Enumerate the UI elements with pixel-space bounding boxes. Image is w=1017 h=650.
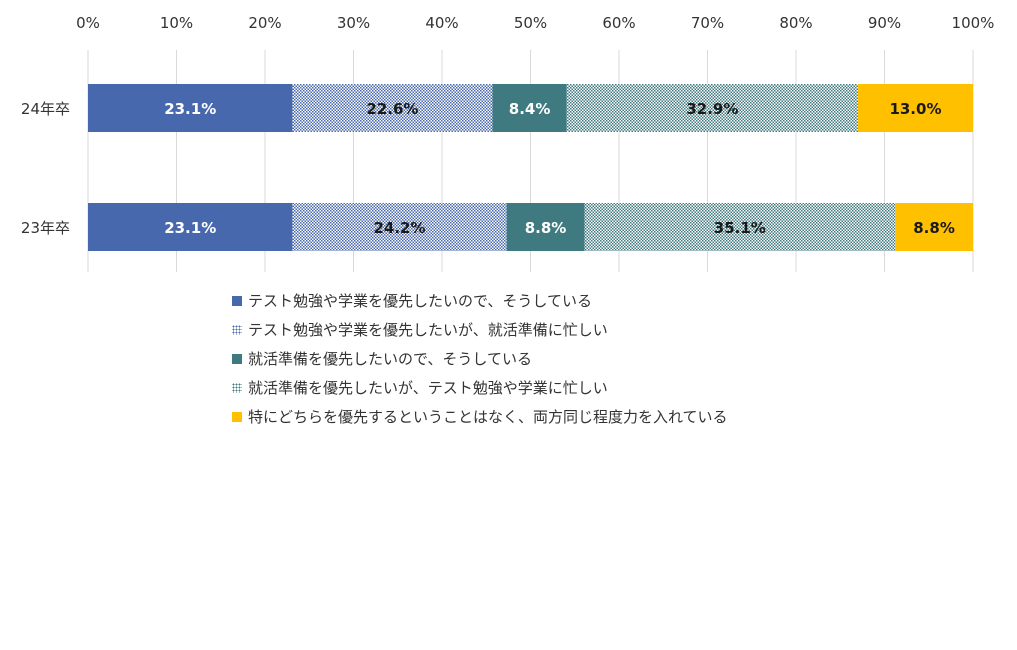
data-label: 8.4% [509, 100, 551, 118]
legend-label: 就活準備を優先したいが、テスト勉強や学業に忙しい [248, 379, 608, 397]
bar-segment [566, 84, 858, 132]
bar-segment [895, 203, 973, 251]
x-tick-label: 90% [868, 14, 901, 32]
x-tick-label: 100% [952, 14, 995, 32]
legend-label: 特にどちらを優先するということはなく、両方同じ程度力を入れている [248, 408, 728, 426]
legend-label: テスト勉強や学業を優先したいので、そうしている [248, 292, 592, 310]
bar-segment [88, 84, 293, 132]
legend-item: テスト勉強や学業を優先したいが、就活準備に忙しい [232, 315, 728, 344]
data-label: 35.1% [714, 219, 766, 237]
data-label: 24.2% [373, 219, 425, 237]
x-tick-label: 0% [76, 14, 100, 32]
bar-segment [292, 84, 493, 132]
legend-item: 就活準備を優先したいが、テスト勉強や学業に忙しい [232, 373, 728, 402]
legend-label: 就活準備を優先したいので、そうしている [248, 350, 532, 368]
legend-item: 就活準備を優先したいので、そうしている [232, 344, 728, 373]
data-label: 22.6% [366, 100, 418, 118]
x-tick-label: 60% [602, 14, 635, 32]
legend-swatch [232, 382, 242, 393]
data-labels: 23.1% 22.6% 8.4% 32.9% 13.0% 23.1% 24.2% 8.8% 35… [164, 100, 955, 237]
bar-segment [292, 203, 507, 251]
legend: テスト勉強や学業を優先したいので、そうしている テスト勉強や学業を優先したいが、就… [232, 286, 728, 431]
data-label: 23.1% [164, 100, 216, 118]
legend-label: テスト勉強や学業を優先したいが、就活準備に忙しい [248, 321, 608, 339]
data-label: 32.9% [686, 100, 738, 118]
x-tick-label: 10% [160, 14, 193, 32]
legend-item: 特にどちらを優先するということはなく、両方同じ程度力を入れている [232, 402, 728, 431]
x-tick-label: 40% [425, 14, 458, 32]
bar-segment [492, 84, 567, 132]
category-label: 23年卒 [21, 219, 70, 237]
bar-segment [584, 203, 896, 251]
legend-swatch [232, 324, 242, 335]
data-label: 8.8% [525, 219, 567, 237]
bar-segment [857, 84, 973, 132]
legend-swatch [232, 353, 242, 364]
x-tick-label: 80% [779, 14, 812, 32]
legend-item: テスト勉強や学業を優先したいので、そうしている [232, 286, 728, 315]
data-label: 23.1% [164, 219, 216, 237]
data-label: 8.8% [913, 219, 955, 237]
category-label: 24年卒 [21, 100, 70, 118]
bar-segment [88, 203, 293, 251]
x-tick-label: 20% [248, 14, 281, 32]
x-tick-label: 50% [514, 14, 547, 32]
bar-segment [506, 203, 585, 251]
x-axis-ticks: 0% 10% 20% 30% 40% 50% 60% 70% 80% 90% 100% [76, 14, 994, 32]
category-labels: 24年卒 23年卒 [21, 100, 70, 237]
data-label: 13.0% [889, 100, 941, 118]
x-tick-label: 70% [691, 14, 724, 32]
legend-swatch [232, 411, 242, 422]
x-tick-label: 30% [337, 14, 370, 32]
bars [88, 84, 973, 251]
legend-swatch [232, 295, 242, 306]
